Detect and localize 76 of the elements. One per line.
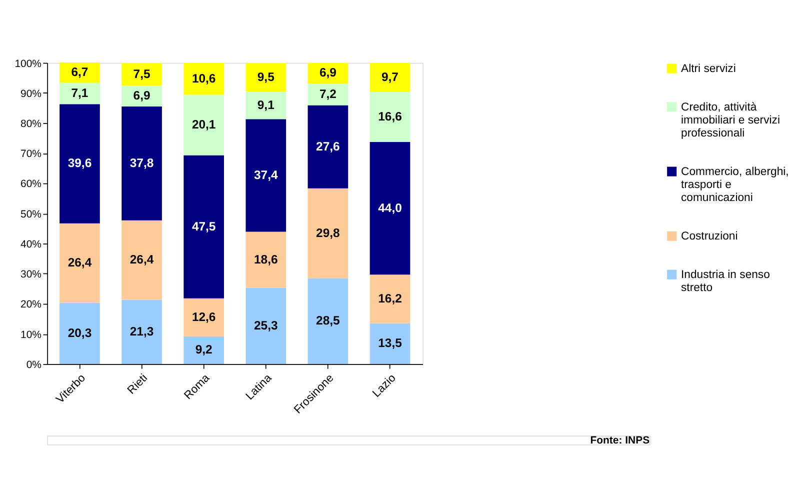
data-label: 37,4	[254, 168, 278, 182]
data-label: 9,2	[195, 342, 213, 357]
bar	[184, 336, 224, 364]
y-tick-label: 80%	[20, 119, 42, 130]
bar	[122, 106, 162, 220]
bar	[184, 62, 224, 95]
data-label: 16,2	[378, 291, 402, 306]
legend-label: Industria in senso stretto	[681, 269, 770, 294]
data-label: 9,7	[381, 70, 399, 84]
bar	[308, 84, 348, 106]
data-label: 6,7	[71, 65, 88, 80]
y-tick-label: 40%	[20, 239, 42, 250]
data-label: 13,5	[378, 336, 402, 350]
bar	[246, 232, 286, 288]
data-label: 20,3	[68, 326, 92, 340]
bar	[308, 105, 348, 188]
bar	[246, 63, 286, 92]
y-tick-label: 50%	[20, 209, 42, 220]
data-label: 26,4	[68, 256, 92, 270]
data-label: 47,5	[192, 219, 216, 234]
legend-label: Altri servizi	[681, 62, 736, 75]
bar	[122, 86, 162, 107]
y-tick-label: 90%	[20, 88, 42, 100]
legend-label: Commercio, alberghi, trasporti e comunicazioni	[681, 166, 789, 204]
source-note: Fonte: INPS	[590, 435, 650, 446]
bar	[60, 302, 100, 364]
legend-label: Costruzioni	[681, 230, 738, 243]
bar	[246, 288, 286, 364]
data-label: 20,1	[192, 118, 216, 132]
data-label: 27,6	[316, 139, 340, 154]
data-label: 26,4	[130, 252, 154, 267]
data-label: 21,3	[130, 324, 154, 338]
bar	[60, 82, 100, 104]
data-label: 37,8	[130, 156, 154, 170]
y-tick-label: 30%	[20, 270, 42, 281]
bar	[60, 223, 100, 303]
data-label: 25,3	[254, 318, 278, 332]
bar	[60, 62, 100, 83]
data-label: 12,6	[192, 310, 216, 324]
bar	[370, 92, 410, 142]
y-tick-label: 100%	[14, 58, 42, 70]
data-label: 18,6	[254, 252, 278, 266]
y-tick-label: 70%	[20, 149, 42, 160]
bar	[308, 188, 348, 278]
data-label: 29,8	[316, 226, 340, 240]
y-tick-label: 10%	[20, 330, 42, 341]
bar	[246, 119, 286, 232]
data-label: 16,6	[378, 110, 402, 124]
data-label: 7,5	[133, 66, 150, 81]
data-label: 6,9	[133, 88, 150, 103]
bar	[184, 94, 224, 156]
data-label: 9,5	[257, 70, 275, 84]
y-tick-label: 0%	[26, 360, 42, 371]
data-label: 44,0	[378, 200, 402, 215]
bar	[60, 104, 100, 224]
bar	[122, 63, 162, 86]
data-label: 7,2	[319, 86, 337, 101]
bar	[122, 220, 162, 300]
y-tick-label: 20%	[20, 300, 42, 311]
bar	[122, 300, 162, 364]
bar	[370, 274, 410, 324]
data-label: 7,1	[71, 86, 88, 100]
data-label: 6,9	[319, 66, 337, 80]
bar	[184, 155, 224, 298]
bar	[370, 62, 410, 92]
legend-label: Credito, attività immobiliari e servizi professionali	[681, 101, 780, 140]
bar	[370, 142, 410, 275]
data-label: 28,5	[316, 314, 340, 328]
bar	[370, 323, 410, 364]
y-tick-label: 60%	[20, 179, 42, 190]
data-label: 9,1	[257, 98, 275, 112]
data-label: 10,6	[192, 71, 216, 86]
data-label: 39,6	[68, 156, 92, 170]
bar	[246, 92, 286, 120]
bar	[308, 278, 348, 364]
bar	[184, 298, 224, 336]
